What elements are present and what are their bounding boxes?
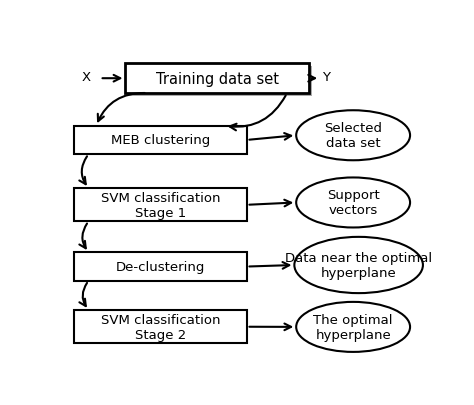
FancyBboxPatch shape <box>74 253 246 281</box>
FancyBboxPatch shape <box>128 67 312 96</box>
FancyBboxPatch shape <box>125 64 309 94</box>
Ellipse shape <box>296 302 410 352</box>
Text: MEB clustering: MEB clustering <box>110 134 210 147</box>
Text: De-clustering: De-clustering <box>116 260 205 273</box>
FancyBboxPatch shape <box>74 311 246 343</box>
Text: SVM classification
Stage 1: SVM classification Stage 1 <box>100 191 220 219</box>
Text: The optimal
hyperplane: The optimal hyperplane <box>313 313 393 341</box>
Text: Support
vectors: Support vectors <box>327 189 380 217</box>
Text: Data near the optimal
hyperplane: Data near the optimal hyperplane <box>285 252 432 279</box>
Text: Training data set: Training data set <box>156 72 279 87</box>
Ellipse shape <box>296 111 410 161</box>
Text: Y: Y <box>322 71 330 84</box>
Text: SVM classification
Stage 2: SVM classification Stage 2 <box>100 313 220 341</box>
Text: Selected
data set: Selected data set <box>324 122 382 150</box>
FancyBboxPatch shape <box>74 126 246 155</box>
Ellipse shape <box>294 237 423 293</box>
FancyBboxPatch shape <box>74 189 246 222</box>
Text: X: X <box>82 71 91 84</box>
Ellipse shape <box>296 178 410 228</box>
